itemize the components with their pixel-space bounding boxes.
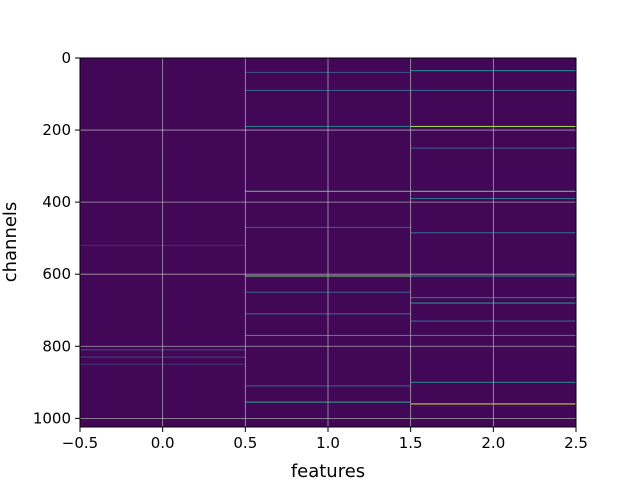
y-tick-label: 200 [42,121,71,139]
y-tick-label: 600 [42,265,71,283]
x-tick-label: 2.5 [564,434,588,452]
x-tick-label: 0.0 [151,434,175,452]
y-tick-label: 400 [42,193,71,211]
x-axis-label: features [291,461,365,480]
y-axis-label: channels [0,202,21,283]
y-axis-ticks: 0 200 400 600 800 1000 [33,49,80,427]
y-tick-label: 0 [61,49,71,67]
x-tick-label: 1.5 [399,434,423,452]
y-tick-label: 800 [42,337,71,355]
x-axis-ticks: −0.5 0.0 0.5 1.0 1.5 2.0 2.5 [62,427,588,452]
x-tick-label: 0.5 [233,434,257,452]
grid [80,58,576,427]
x-tick-label: 1.0 [316,434,340,452]
x-tick-label: 2.0 [481,434,505,452]
y-tick-label: 1000 [33,409,71,427]
x-tick-label: −0.5 [62,434,98,452]
